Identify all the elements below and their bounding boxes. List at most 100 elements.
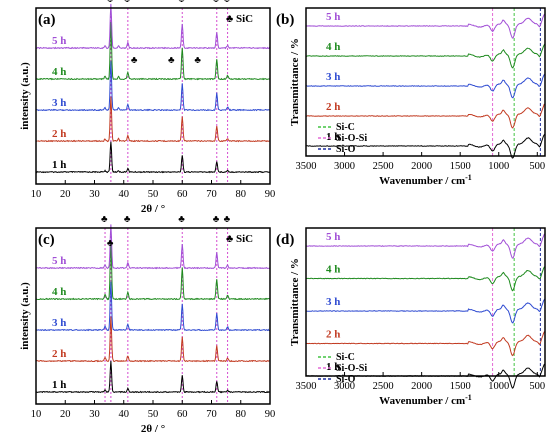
trace-label: 5 h xyxy=(326,11,340,23)
trace-2h xyxy=(35,96,271,143)
panel-label: (a) xyxy=(38,12,56,28)
sic-marker: ♣ xyxy=(194,55,201,66)
plot-frame xyxy=(35,7,271,185)
x-tick-label: 1500 xyxy=(450,161,471,172)
sic-marker: ♣ xyxy=(101,214,108,225)
trace-label: 2 h xyxy=(52,128,66,140)
sic-marker: ♣ xyxy=(224,0,231,5)
trace-3h xyxy=(305,298,546,324)
x-tick-label: 30 xyxy=(89,189,100,200)
trace-2h xyxy=(35,316,271,363)
x-tick-label: 3500 xyxy=(296,381,317,392)
legend-label: Si-O-Si xyxy=(336,363,367,374)
legend-label: SiC xyxy=(236,13,253,25)
y-axis-label: Transmittance / % xyxy=(289,258,301,346)
x-tick-label: 10 xyxy=(31,189,42,200)
x-axis-label: 2θ / ° xyxy=(141,423,165,435)
y-axis-label: intensity (a.u.) xyxy=(19,62,31,130)
sic-marker: ♣ xyxy=(224,214,231,225)
legend-label: Si-O xyxy=(336,374,356,385)
trace-4h xyxy=(305,43,546,69)
legend-marker: ♣ xyxy=(226,233,233,245)
legend-label: Si-C xyxy=(336,122,355,133)
y-axis-label: Transmittance / % xyxy=(289,38,301,126)
trace-1h xyxy=(36,360,271,394)
trace-label: 5 h xyxy=(52,35,66,47)
x-tick-label: 3000 xyxy=(334,161,355,172)
sic-marker: ♣ xyxy=(213,0,220,5)
trace-label: 2 h xyxy=(52,348,66,360)
panel-label: (b) xyxy=(276,12,294,28)
legend-label: Si-O xyxy=(336,144,356,155)
legend-label: SiC xyxy=(236,233,253,245)
x-tick-label: 1000 xyxy=(488,381,509,392)
trace-1h xyxy=(305,133,546,159)
trace-label: 2 h xyxy=(326,329,340,341)
sic-marker: ♣ xyxy=(178,0,185,5)
trace-2h xyxy=(305,331,546,357)
trace-2h xyxy=(305,103,546,129)
x-tick-label: 10 xyxy=(31,409,42,420)
trace-1h xyxy=(35,141,271,174)
trace-3h xyxy=(35,61,271,112)
x-tick-label: 90 xyxy=(265,189,276,200)
trace-3h xyxy=(305,73,546,99)
trace-label: 1 h xyxy=(326,361,340,373)
sic-marker: ♣ xyxy=(131,55,138,66)
x-axis-label: 2θ / ° xyxy=(141,203,165,215)
x-tick-label: 50 xyxy=(148,409,159,420)
sic-marker: ♣ xyxy=(168,55,175,66)
trace-4h xyxy=(305,266,546,292)
trace-3h xyxy=(35,281,271,332)
x-tick-label: 500 xyxy=(529,381,545,392)
x-tick-label: 60 xyxy=(177,189,188,200)
x-tick-label: 500 xyxy=(529,161,545,172)
trace-label: 3 h xyxy=(52,97,66,109)
x-axis-label-exponent: -1 xyxy=(465,173,472,182)
x-axis-label: Wavenumber / cm-1 xyxy=(379,393,472,408)
x-tick-label: 3500 xyxy=(296,161,317,172)
x-tick-label: 40 xyxy=(119,189,130,200)
panel-label: (c) xyxy=(38,232,55,248)
x-tick-label: 80 xyxy=(236,189,247,200)
plot-frame xyxy=(305,7,546,157)
legend-label: Si-C xyxy=(336,352,355,363)
trace-label: 3 h xyxy=(326,71,340,83)
x-tick-label: 70 xyxy=(206,409,217,420)
x-tick-label: 30 xyxy=(89,409,100,420)
trace-label: 4 h xyxy=(52,66,66,78)
y-axis-label: intensity (a.u.) xyxy=(19,282,31,350)
plot-frame xyxy=(305,227,546,377)
plot-frame xyxy=(35,227,271,405)
sic-marker: ♣ xyxy=(107,238,114,249)
x-tick-label: 20 xyxy=(60,189,71,200)
sic-marker: ♣ xyxy=(124,0,131,5)
trace-label: 4 h xyxy=(326,41,340,53)
x-tick-label: 40 xyxy=(119,409,130,420)
x-tick-label: 2000 xyxy=(411,161,432,172)
sic-marker: ♣ xyxy=(178,214,185,225)
panel-label: (d) xyxy=(276,232,294,248)
x-tick-label: 2500 xyxy=(373,161,394,172)
x-axis-label: Wavenumber / cm-1 xyxy=(379,173,472,188)
panel-2: 1 h 2 h 3 h 4 h 5 h ♣ ♣ ♣ ♣ ♣ ♣ 10 20 30 40 50 60 70 80 90 2… xyxy=(19,214,275,435)
trace-5h xyxy=(305,233,546,259)
trace-4h xyxy=(35,22,271,81)
trace-5h xyxy=(35,224,271,270)
x-tick-label: 1500 xyxy=(450,381,471,392)
x-tick-label: 60 xyxy=(177,409,188,420)
trace-5h xyxy=(305,13,546,39)
legend-label: Si-O-Si xyxy=(336,133,367,144)
sic-marker: ♣ xyxy=(107,0,114,5)
x-tick-label: 2500 xyxy=(373,381,394,392)
legend-marker: ♣ xyxy=(226,13,233,25)
trace-label: 4 h xyxy=(326,264,340,276)
x-tick-label: 1000 xyxy=(488,161,509,172)
trace-label: 1 h xyxy=(52,159,66,171)
trace-label: 5 h xyxy=(326,231,340,243)
sic-marker: ♣ xyxy=(213,214,220,225)
trace-label: 1 h xyxy=(326,131,340,143)
x-tick-label: 50 xyxy=(148,189,159,200)
